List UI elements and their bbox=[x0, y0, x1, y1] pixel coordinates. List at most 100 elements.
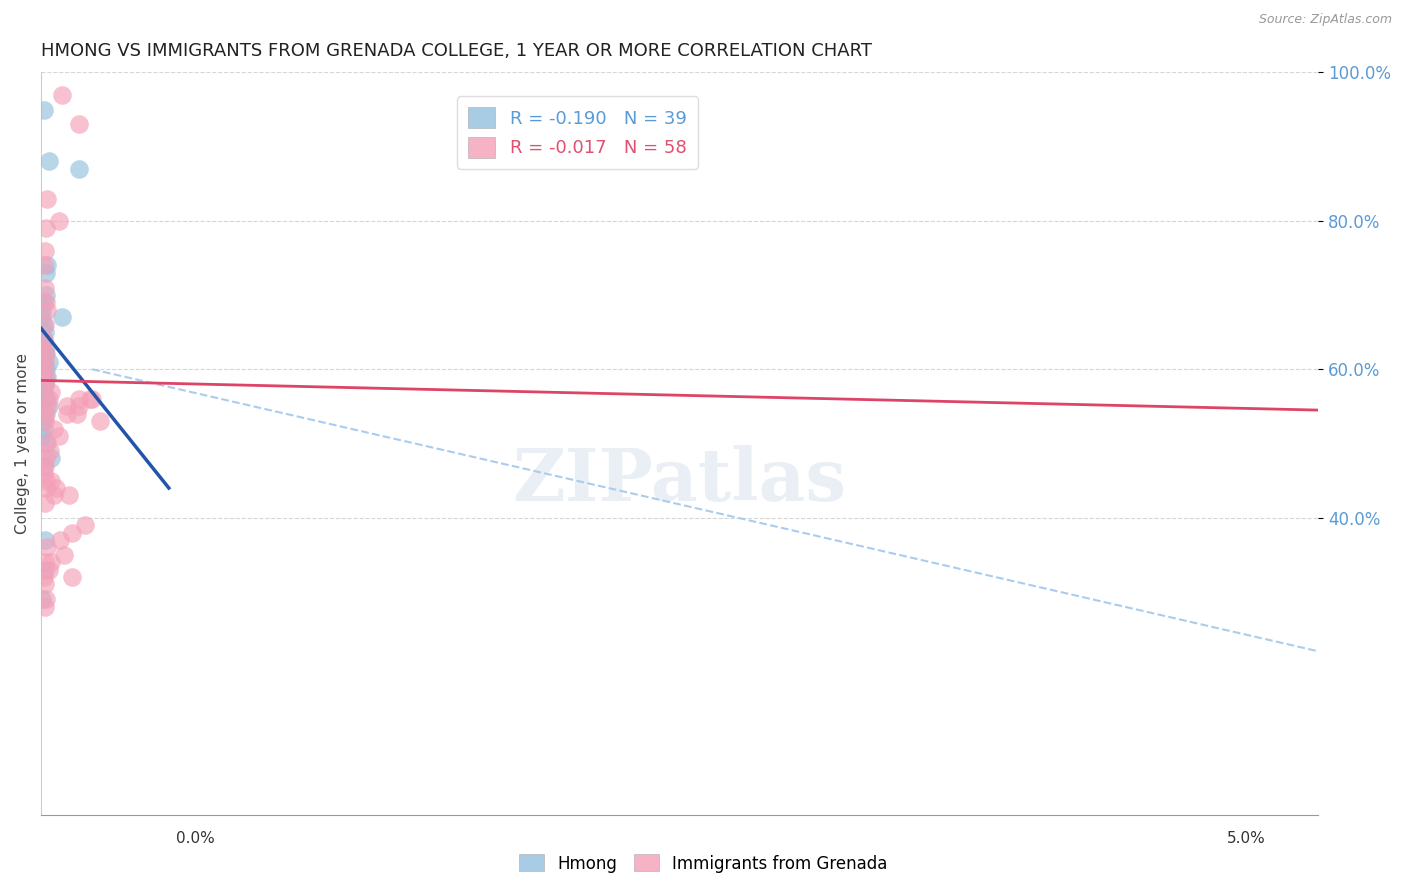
Point bbox=[37, 369, 59, 384]
Point bbox=[67, 400, 90, 414]
Point bbox=[35, 347, 58, 361]
Point bbox=[35, 369, 58, 384]
Point bbox=[38, 400, 60, 414]
Point bbox=[34, 496, 56, 510]
Point bbox=[34, 377, 56, 392]
Point bbox=[51, 310, 73, 325]
Point bbox=[31, 384, 53, 399]
Point bbox=[53, 548, 76, 562]
Point bbox=[37, 400, 59, 414]
Point bbox=[45, 481, 67, 495]
Point bbox=[55, 400, 77, 414]
Point bbox=[31, 340, 53, 354]
Point bbox=[32, 355, 55, 369]
Point bbox=[31, 362, 53, 376]
Point bbox=[34, 325, 56, 339]
Point bbox=[66, 407, 89, 421]
Point bbox=[34, 599, 56, 614]
Point bbox=[35, 392, 58, 406]
Text: Source: ZipAtlas.com: Source: ZipAtlas.com bbox=[1258, 13, 1392, 27]
Point bbox=[32, 422, 55, 436]
Point bbox=[67, 161, 90, 176]
Point bbox=[34, 392, 56, 406]
Point bbox=[35, 436, 58, 450]
Point bbox=[34, 355, 56, 369]
Point bbox=[34, 414, 56, 428]
Point bbox=[58, 488, 80, 502]
Point bbox=[34, 458, 56, 473]
Point bbox=[32, 333, 55, 347]
Point bbox=[34, 563, 56, 577]
Point bbox=[41, 555, 63, 569]
Point bbox=[35, 340, 58, 354]
Point bbox=[31, 429, 53, 443]
Point bbox=[31, 310, 53, 325]
Point bbox=[34, 377, 56, 392]
Point bbox=[32, 466, 55, 480]
Point bbox=[49, 533, 72, 547]
Point bbox=[35, 266, 58, 280]
Point bbox=[48, 214, 70, 228]
Point bbox=[35, 481, 58, 495]
Point bbox=[34, 377, 56, 392]
Point bbox=[34, 555, 56, 569]
Point bbox=[37, 541, 59, 555]
Text: 0.0%: 0.0% bbox=[176, 831, 215, 846]
Legend: R = -0.190   N = 39, R = -0.017   N = 58: R = -0.190 N = 39, R = -0.017 N = 58 bbox=[457, 96, 697, 169]
Point bbox=[79, 392, 101, 406]
Point bbox=[34, 244, 56, 258]
Point bbox=[39, 444, 62, 458]
Point bbox=[82, 392, 104, 406]
Point bbox=[37, 259, 59, 273]
Point bbox=[41, 474, 63, 488]
Point bbox=[31, 302, 53, 317]
Point bbox=[35, 451, 58, 466]
Point bbox=[55, 407, 77, 421]
Point bbox=[37, 192, 59, 206]
Point bbox=[42, 422, 65, 436]
Point bbox=[67, 392, 90, 406]
Y-axis label: College, 1 year or more: College, 1 year or more bbox=[15, 353, 30, 534]
Point bbox=[60, 525, 83, 540]
Point bbox=[37, 302, 59, 317]
Point bbox=[41, 451, 63, 466]
Point bbox=[67, 117, 90, 131]
Point bbox=[35, 295, 58, 310]
Point bbox=[34, 347, 56, 361]
Point bbox=[31, 592, 53, 607]
Point bbox=[32, 333, 55, 347]
Point bbox=[38, 355, 60, 369]
Point bbox=[35, 474, 58, 488]
Point bbox=[89, 414, 111, 428]
Point bbox=[34, 577, 56, 591]
Point bbox=[32, 295, 55, 310]
Point bbox=[38, 563, 60, 577]
Point bbox=[34, 347, 56, 361]
Point bbox=[32, 318, 55, 332]
Point bbox=[42, 488, 65, 502]
Point bbox=[35, 221, 58, 235]
Point bbox=[73, 518, 96, 533]
Point bbox=[38, 154, 60, 169]
Point bbox=[32, 458, 55, 473]
Point bbox=[35, 362, 58, 376]
Point bbox=[41, 384, 63, 399]
Point bbox=[32, 414, 55, 428]
Text: ZIPatlas: ZIPatlas bbox=[513, 445, 846, 516]
Point bbox=[32, 259, 55, 273]
Point bbox=[51, 87, 73, 102]
Point bbox=[48, 429, 70, 443]
Legend: Hmong, Immigrants from Grenada: Hmong, Immigrants from Grenada bbox=[512, 847, 894, 880]
Point bbox=[32, 362, 55, 376]
Point bbox=[32, 384, 55, 399]
Point bbox=[34, 280, 56, 294]
Point bbox=[35, 407, 58, 421]
Point bbox=[34, 318, 56, 332]
Point bbox=[34, 533, 56, 547]
Point bbox=[32, 369, 55, 384]
Point bbox=[38, 392, 60, 406]
Point bbox=[35, 288, 58, 302]
Point bbox=[35, 592, 58, 607]
Text: 5.0%: 5.0% bbox=[1226, 831, 1265, 846]
Point bbox=[32, 570, 55, 584]
